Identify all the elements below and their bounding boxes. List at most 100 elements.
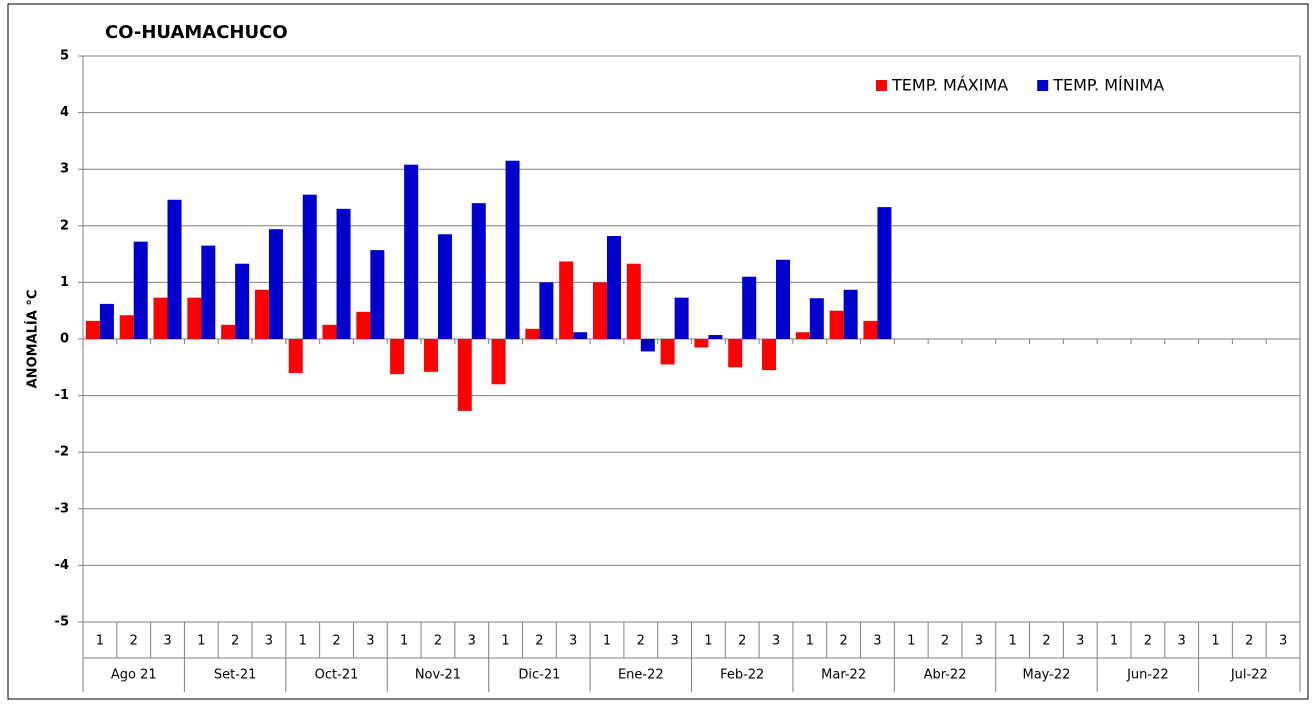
group-label: Jul-22 xyxy=(1230,668,1268,683)
bar xyxy=(336,208,351,339)
x-tick-label: 2 xyxy=(1144,634,1152,649)
bar xyxy=(776,259,791,339)
bar xyxy=(85,320,100,339)
y-tick-label: -4 xyxy=(55,558,69,573)
x-tick-label: 3 xyxy=(772,634,780,649)
legend-label: TEMP. MÍNIMA xyxy=(1052,76,1164,95)
x-tick-label: 1 xyxy=(1110,634,1118,649)
bar xyxy=(187,297,202,339)
group-label: May-22 xyxy=(1023,668,1071,683)
y-tick-label: 0 xyxy=(60,332,69,347)
group-label: Mar-22 xyxy=(821,668,866,683)
bar xyxy=(708,335,723,339)
bar xyxy=(153,297,168,339)
x-tick-label: 2 xyxy=(1245,634,1253,649)
legend-label: TEMP. MÁXIMA xyxy=(891,76,1008,95)
y-tick-label: 1 xyxy=(60,275,69,290)
group-label: Abr-22 xyxy=(924,668,967,683)
bar xyxy=(390,339,405,375)
group-label: Nov-21 xyxy=(415,668,461,683)
bar xyxy=(728,339,743,368)
x-tick-label: 2 xyxy=(332,634,340,649)
y-tick-label: -1 xyxy=(55,388,69,403)
x-tick-label: 1 xyxy=(96,634,104,649)
bar xyxy=(471,203,486,339)
bar xyxy=(370,250,385,339)
x-tick-label: 2 xyxy=(941,634,949,649)
x-tick-label: 2 xyxy=(839,634,847,649)
group-label: Dic-21 xyxy=(518,668,560,683)
x-tick-label: 3 xyxy=(873,634,881,649)
x-tick-label: 3 xyxy=(1279,634,1287,649)
x-tick-label: 3 xyxy=(366,634,374,649)
bar xyxy=(640,339,655,352)
x-tick-label: 2 xyxy=(535,634,543,649)
bar xyxy=(404,164,419,339)
bar xyxy=(423,339,438,372)
x-tick-label: 3 xyxy=(468,634,476,649)
group-label: Set-21 xyxy=(214,668,257,683)
x-tick-label: 2 xyxy=(231,634,239,649)
x-tick-label: 1 xyxy=(704,634,712,649)
group-label: Ago 21 xyxy=(111,668,157,683)
x-tick-label: 3 xyxy=(265,634,273,649)
bar xyxy=(235,263,250,339)
x-tick-label: 1 xyxy=(197,634,205,649)
bar xyxy=(863,320,878,339)
x-tick-label: 1 xyxy=(603,634,611,649)
bar xyxy=(742,276,757,339)
x-tick-label: 1 xyxy=(400,634,408,649)
bar xyxy=(525,328,540,339)
y-tick-label: -5 xyxy=(55,615,69,630)
bar xyxy=(133,241,148,339)
bar xyxy=(809,298,824,339)
bar xyxy=(795,332,810,339)
x-tick-label: 2 xyxy=(130,634,138,649)
group-label: Ene-22 xyxy=(618,668,664,683)
chart-title: CO-HUAMACHUCO xyxy=(105,22,288,43)
bar xyxy=(302,194,317,339)
bar xyxy=(626,263,641,339)
bar xyxy=(437,234,452,339)
bar xyxy=(660,339,675,365)
y-tick-label: -2 xyxy=(55,445,69,460)
bar xyxy=(539,282,554,339)
x-tick-label: 1 xyxy=(907,634,915,649)
x-tick-label: 3 xyxy=(1178,634,1186,649)
x-tick-label: 1 xyxy=(299,634,307,649)
x-tick-label: 1 xyxy=(1009,634,1017,649)
bar xyxy=(457,339,472,411)
x-tick-label: 3 xyxy=(163,634,171,649)
bar xyxy=(99,303,114,339)
bar xyxy=(505,160,520,339)
bar xyxy=(221,324,236,339)
x-tick-label: 2 xyxy=(434,634,442,649)
x-tick-label: 2 xyxy=(637,634,645,649)
bar xyxy=(288,339,303,373)
y-tick-label: 5 xyxy=(60,49,69,64)
bar xyxy=(559,261,574,339)
x-tick-label: 1 xyxy=(501,634,509,649)
y-tick-label: -3 xyxy=(55,501,69,516)
bar xyxy=(167,199,182,339)
bar xyxy=(119,315,134,339)
bar xyxy=(356,311,371,339)
bar xyxy=(254,289,269,339)
y-tick-label: 4 xyxy=(60,105,69,120)
bar xyxy=(829,310,844,339)
bar xyxy=(592,282,607,339)
y-tick-label: 2 xyxy=(60,218,69,233)
bar xyxy=(762,339,777,371)
group-label: Jun-22 xyxy=(1126,668,1169,683)
bar xyxy=(694,339,709,348)
group-label: Oct-21 xyxy=(315,668,359,683)
x-tick-label: 2 xyxy=(1042,634,1050,649)
bar xyxy=(606,235,621,339)
x-tick-label: 3 xyxy=(569,634,577,649)
bar xyxy=(322,324,337,339)
y-axis-label: ANOMALÍA °C xyxy=(25,290,41,389)
chart-frame xyxy=(7,3,1309,700)
legend-swatch xyxy=(876,80,887,91)
legend-swatch xyxy=(1037,80,1049,91)
